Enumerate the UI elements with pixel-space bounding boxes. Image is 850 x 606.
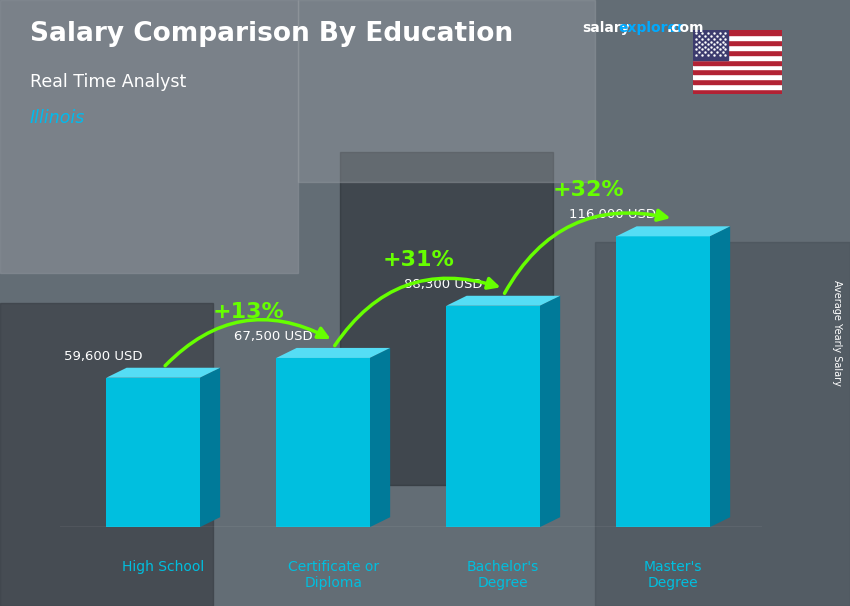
- Bar: [693, 40, 782, 45]
- Text: Bachelor's
Degree: Bachelor's Degree: [468, 560, 539, 590]
- Bar: [0, 0, 298, 273]
- Bar: [693, 30, 782, 35]
- Polygon shape: [540, 296, 560, 527]
- Bar: [693, 45, 782, 50]
- Text: 116,000 USD: 116,000 USD: [570, 208, 656, 221]
- Bar: [106, 378, 200, 527]
- Polygon shape: [106, 368, 220, 378]
- Bar: [693, 59, 782, 65]
- Polygon shape: [200, 368, 220, 527]
- Bar: [693, 75, 782, 79]
- Polygon shape: [446, 296, 560, 306]
- Polygon shape: [616, 226, 730, 236]
- Bar: [693, 25, 728, 59]
- Bar: [693, 70, 782, 75]
- Text: +13%: +13%: [212, 302, 284, 322]
- Text: Certificate or
Diploma: Certificate or Diploma: [287, 560, 379, 590]
- Bar: [446, 306, 540, 527]
- Text: High School: High School: [122, 560, 204, 574]
- Bar: [298, 0, 595, 182]
- Text: +31%: +31%: [382, 250, 454, 270]
- Polygon shape: [276, 348, 390, 358]
- Bar: [595, 242, 850, 606]
- Bar: [693, 89, 782, 94]
- Bar: [693, 55, 782, 59]
- Polygon shape: [370, 348, 390, 527]
- Bar: [276, 358, 370, 527]
- Bar: [693, 50, 782, 55]
- Bar: [0, 303, 212, 606]
- Text: Illinois: Illinois: [30, 109, 85, 127]
- Bar: [693, 65, 782, 70]
- Text: +32%: +32%: [552, 181, 624, 201]
- Polygon shape: [710, 226, 730, 527]
- Bar: [616, 236, 710, 527]
- Text: salary: salary: [582, 21, 630, 35]
- Text: Real Time Analyst: Real Time Analyst: [30, 73, 186, 91]
- Text: 88,300 USD: 88,300 USD: [404, 278, 482, 291]
- Text: explorer: explorer: [619, 21, 684, 35]
- Bar: [693, 79, 782, 84]
- Text: Master's
Degree: Master's Degree: [644, 560, 702, 590]
- Text: .com: .com: [666, 21, 704, 35]
- Text: 59,600 USD: 59,600 USD: [64, 350, 142, 363]
- Text: Salary Comparison By Education: Salary Comparison By Education: [30, 21, 513, 47]
- Bar: [340, 152, 552, 485]
- Text: Average Yearly Salary: Average Yearly Salary: [832, 281, 842, 386]
- Text: 67,500 USD: 67,500 USD: [234, 330, 312, 343]
- Bar: [693, 84, 782, 89]
- Bar: [693, 35, 782, 40]
